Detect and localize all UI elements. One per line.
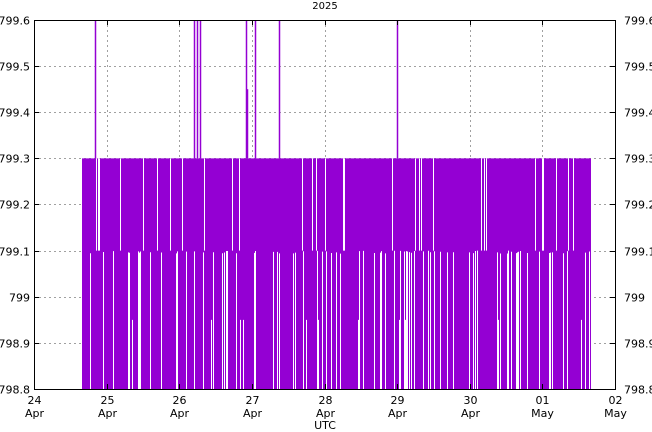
x-tick-label-month: Apr xyxy=(243,407,263,420)
x-tick-label-day: 24 xyxy=(28,394,42,407)
y-tick-label-right: 799.6 xyxy=(624,15,652,28)
x-tick-label-month: Apr xyxy=(316,407,336,420)
x-tick-label-month: Apr xyxy=(98,407,118,420)
x-tick-label-month: May xyxy=(531,407,554,420)
y-tick-label-right: 799.1 xyxy=(624,246,652,259)
y-tick-label-left: 798.8 xyxy=(0,384,30,397)
x-tick-label-day: 28 xyxy=(319,394,333,407)
y-tick-label-right: 799.4 xyxy=(624,107,652,120)
series-area xyxy=(82,20,591,389)
y-tick-label-left: 799 xyxy=(9,292,30,305)
x-tick-label-day: 02 xyxy=(609,394,623,407)
series-gaps xyxy=(90,158,590,389)
y-tick-label-right: 799.2 xyxy=(624,199,652,212)
x-tick-label-month: Apr xyxy=(25,407,45,420)
y-tick-label-right: 799 xyxy=(624,292,645,305)
y-tick-label-left: 799.2 xyxy=(0,199,30,212)
y-tick-label-left: 798.9 xyxy=(0,338,30,351)
x-tick-label-month: Apr xyxy=(461,407,481,420)
y-tick-label-left: 799.1 xyxy=(0,246,30,259)
y-tick-label-right: 799.5 xyxy=(624,61,652,74)
y-tick-label-right: 799.3 xyxy=(624,153,652,166)
x-tick-label-month: May xyxy=(604,407,627,420)
y-tick-label-left: 799.4 xyxy=(0,107,30,120)
x-tick-label-day: 27 xyxy=(246,394,260,407)
chart-title: 2025 xyxy=(312,1,337,12)
x-tick-label-day: 25 xyxy=(101,394,115,407)
x-tick-label-day: 01 xyxy=(536,394,550,407)
axes: 798.8 798.8 798.9 798.9 799 799 799.1 799.1 799.… xyxy=(0,15,652,421)
y-tick-label-left: 799.6 xyxy=(0,15,30,28)
y-tick-label-left: 799.5 xyxy=(0,61,30,74)
x-tick-label-day: 29 xyxy=(391,394,405,407)
x-tick-label-day: 26 xyxy=(173,394,187,407)
x-tick-label-month: Apr xyxy=(170,407,190,420)
x-axis-label: UTC xyxy=(314,419,336,432)
y-tick-label-right: 798.8 xyxy=(624,384,652,397)
x-tick-label-month: Apr xyxy=(388,407,408,420)
y-tick-label-left: 799.3 xyxy=(0,153,30,166)
y-tick-label-right: 798.9 xyxy=(624,338,652,351)
x-tick-label-day: 30 xyxy=(464,394,478,407)
